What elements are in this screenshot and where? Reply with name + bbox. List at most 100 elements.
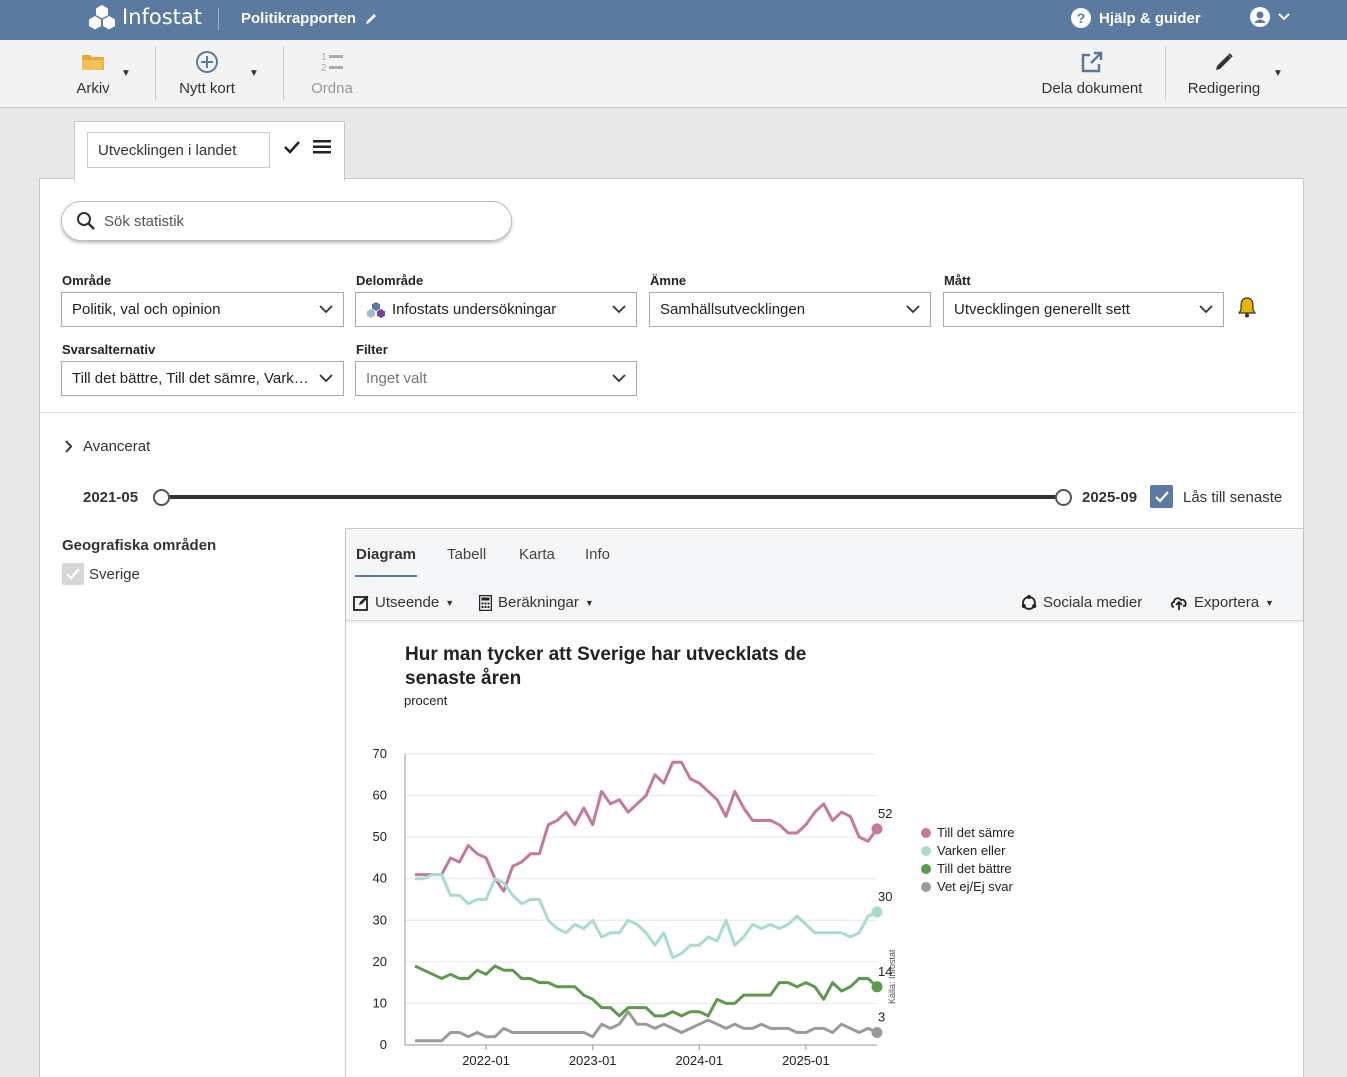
toolbar-divider [155, 46, 156, 100]
y-tick-label: 60 [373, 788, 387, 803]
series-end-label: 14 [878, 964, 892, 979]
y-tick-label: 10 [373, 995, 387, 1010]
tab-table[interactable]: Tabell [447, 546, 487, 563]
area-label: Område [62, 273, 112, 288]
check-icon[interactable] [283, 139, 301, 155]
tab-diagram[interactable]: Diagram [356, 546, 417, 563]
measure-select[interactable]: Utvecklingen generellt sett [943, 292, 1224, 327]
report-title-text: Politikrapporten [241, 10, 357, 27]
legend-marker [921, 864, 931, 874]
svg-text:?: ? [1077, 10, 1086, 26]
legend-marker [921, 882, 931, 892]
archive-button[interactable]: Arkiv [74, 48, 112, 97]
tab-map[interactable]: Karta [519, 546, 555, 563]
advanced-toggle[interactable]: Avancerat [64, 438, 150, 455]
search-icon [77, 212, 95, 230]
archive-caret-icon[interactable]: ▼ [121, 68, 131, 79]
sverige-checkbox[interactable] [62, 563, 84, 585]
infostat-hexagons-icon [367, 301, 385, 318]
cloud-upload-icon [1170, 596, 1187, 610]
active-tab-indicator [355, 575, 417, 577]
range-slider-track[interactable] [162, 495, 1064, 499]
report-title[interactable]: Politikrapporten [241, 10, 378, 27]
legend-label[interactable]: Varken eller [937, 843, 1006, 858]
chevron-down-icon [1199, 305, 1213, 314]
share-label: Dela dokument [1041, 80, 1143, 97]
user-menu[interactable] [1250, 7, 1290, 27]
app-name: Infostat [122, 5, 203, 29]
social-media-button[interactable]: Sociala medier [1021, 594, 1142, 611]
line-chart: Hur man tycker att Sverige har utvecklat… [373, 644, 1015, 1068]
chevron-down-icon [319, 305, 333, 314]
top-bar: Infostat Politikrapporten ? Hjälp & guid… [0, 0, 1347, 40]
check-icon [1154, 490, 1169, 503]
series-end-point[interactable] [871, 906, 883, 918]
edit-mode-caret-icon[interactable]: ▼ [1273, 68, 1283, 79]
filter-select[interactable]: Inget valt [355, 361, 637, 396]
series-end-point[interactable] [871, 1027, 883, 1039]
chart-legend: Till det sämre Varken eller Till det bättr… [921, 825, 1015, 894]
topic-select[interactable]: Samhällsutvecklingen [649, 292, 931, 327]
export-menu[interactable]: Exportera ▼ [1170, 594, 1274, 611]
pencil-icon[interactable] [364, 12, 378, 26]
subarea-select[interactable]: Infostats undersökningar [355, 292, 637, 327]
chevron-right-icon [65, 440, 73, 453]
calculations-menu[interactable]: Beräkningar ▼ [479, 594, 594, 611]
legend-label[interactable]: Till det bättre [937, 861, 1012, 876]
filter-placeholder: Inget valt [366, 370, 427, 387]
chart-title-line: Hur man tycker att Sverige har utvecklat… [405, 644, 806, 665]
viz-header: Diagram Tabell Karta Info Utseende ▼ Ber… [346, 529, 1303, 621]
area-select[interactable]: Politik, val och opinion [61, 292, 344, 327]
archive-label: Arkiv [76, 80, 110, 97]
legend-label[interactable]: Till det sämre [937, 825, 1015, 840]
series-line[interactable] [415, 760, 879, 893]
series-end-point[interactable] [871, 981, 883, 993]
help-link[interactable]: ? Hjälp & guider [1071, 8, 1201, 28]
calculator-icon [479, 594, 492, 611]
dropdown-caret-icon: ▼ [1265, 597, 1274, 608]
filter-label: Filter [356, 342, 388, 357]
series-end-label: 30 [878, 889, 892, 904]
lock-latest-label: Lås till senaste [1183, 489, 1283, 506]
toolbar-divider [283, 46, 284, 100]
range-start-label: 2021-05 [83, 489, 139, 506]
series-end-label: 52 [878, 806, 892, 821]
lock-latest-checkbox[interactable] [1150, 485, 1173, 508]
chevron-down-icon [906, 305, 920, 314]
external-link-icon [1081, 51, 1103, 73]
new-card-caret-icon[interactable]: ▼ [249, 68, 259, 79]
tab-info[interactable]: Info [585, 546, 611, 563]
chevron-down-icon [612, 374, 626, 383]
main-panel: Sök statistik Område Politik, val och op… [39, 178, 1304, 1077]
chevron-down-icon [1278, 13, 1290, 21]
share-button[interactable]: Dela dokument [1037, 48, 1147, 97]
series-line[interactable] [415, 873, 878, 960]
section-divider [40, 412, 1303, 413]
user-icon [1250, 7, 1270, 27]
search-input[interactable]: Sök statistik [61, 201, 512, 241]
range-end-label: 2025-09 [1082, 489, 1138, 506]
range-end-handle[interactable] [1055, 489, 1072, 506]
series-end-label: 3 [878, 1010, 885, 1025]
y-tick-label: 0 [380, 1037, 387, 1052]
app-logo[interactable]: Infostat [88, 4, 202, 30]
tab-title-input[interactable]: Utvecklingen i landet [87, 132, 270, 168]
range-start-handle[interactable] [153, 489, 170, 506]
geo-areas-title: Geografiska områden [62, 537, 217, 554]
series-end-point[interactable] [871, 823, 883, 835]
answer-select[interactable]: Till det bättre, Till det sämre, Varken … [61, 361, 344, 396]
hamburger-menu-icon[interactable] [313, 140, 331, 154]
legend-label[interactable]: Vet ej/Ej svar [937, 879, 1014, 894]
edit-mode-button[interactable]: Redigering [1184, 48, 1264, 97]
search-placeholder: Sök statistik [104, 212, 185, 230]
advanced-label: Avancerat [83, 438, 151, 455]
new-card-button[interactable]: Nytt kort [174, 48, 240, 97]
appearance-menu[interactable]: Utseende ▼ [353, 594, 454, 611]
series-line[interactable] [415, 1010, 878, 1043]
series-line[interactable] [414, 964, 879, 1018]
arrange-label: Ordna [311, 80, 353, 97]
share-network-icon [1021, 594, 1037, 610]
document-tab[interactable]: Utvecklingen i landet [74, 121, 345, 181]
bell-icon[interactable] [1237, 296, 1257, 318]
